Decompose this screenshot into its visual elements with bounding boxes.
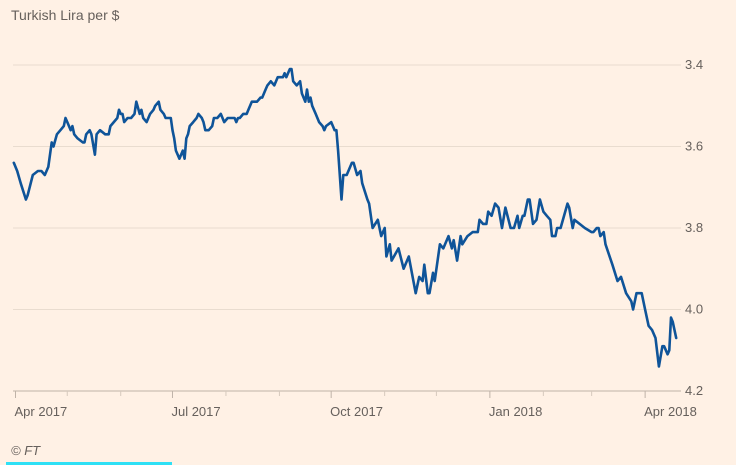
series-line xyxy=(12,67,678,368)
source-credit: © FT xyxy=(11,443,41,458)
chart-title: Turkish Lira per $ xyxy=(11,7,120,23)
x-tick-label: Apr 2018 xyxy=(644,404,697,419)
y-tick-label: 3.8 xyxy=(685,220,703,235)
y-tick-label: 4.0 xyxy=(685,302,703,317)
series-points xyxy=(13,69,677,367)
y-tick-label: 3.6 xyxy=(685,139,703,154)
gridlines xyxy=(13,64,681,392)
x-tick-label: Jul 2017 xyxy=(171,404,220,419)
y-tick-label: 4.2 xyxy=(685,383,703,398)
x-tick-label: Oct 2017 xyxy=(330,404,383,419)
accent-bar xyxy=(6,462,172,465)
x-tick-label: Apr 2017 xyxy=(15,404,68,419)
y-tick-label: 3.4 xyxy=(685,57,703,72)
x-tick-label: Jan 2018 xyxy=(489,404,543,419)
y-axis: 3.4 3.6 3.8 4.0 4.2 xyxy=(685,57,703,398)
x-axis: Apr 2017 Jul 2017 Oct 2017 Jan 2018 Apr 2018 xyxy=(15,391,697,419)
